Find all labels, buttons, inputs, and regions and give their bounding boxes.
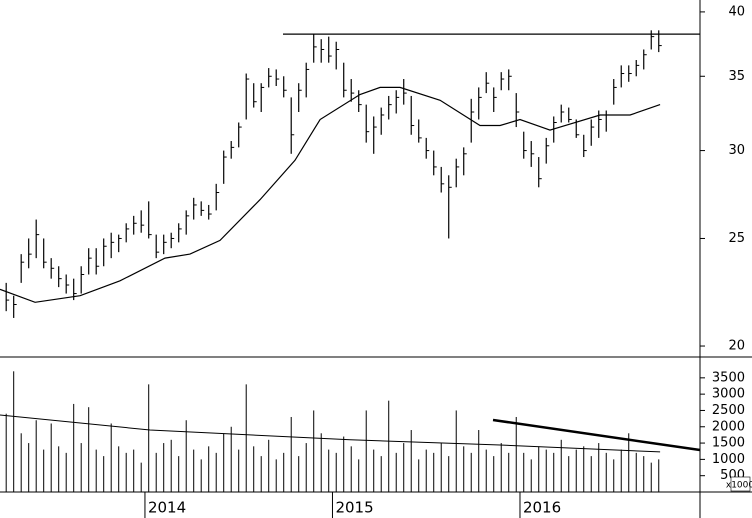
y-tick-label: 40 (728, 4, 745, 19)
y-tick-label: 2500 (712, 403, 745, 418)
y-tick-label: 1000 (712, 452, 745, 467)
unit-box (730, 476, 751, 492)
volume-unit: x1000 (726, 481, 752, 491)
y-tick-label: 3500 (712, 370, 745, 385)
overlay-line (0, 414, 661, 453)
y-tick-label: 2000 (712, 419, 745, 434)
y-tick-label: 20 (728, 339, 745, 354)
y-tick-label: 25 (728, 231, 745, 246)
overlay-line (0, 86, 661, 303)
x-tick-label: 2014 (148, 499, 186, 517)
x-tick-label: 2015 (335, 499, 373, 517)
y-tick-label: 1500 (712, 436, 745, 451)
x-tick-label: 2016 (523, 499, 561, 517)
y-tick-label: 30 (728, 143, 745, 158)
y-tick-label: 35 (728, 69, 745, 84)
y-tick-label: 3000 (712, 387, 745, 402)
overlay-line (492, 418, 701, 452)
